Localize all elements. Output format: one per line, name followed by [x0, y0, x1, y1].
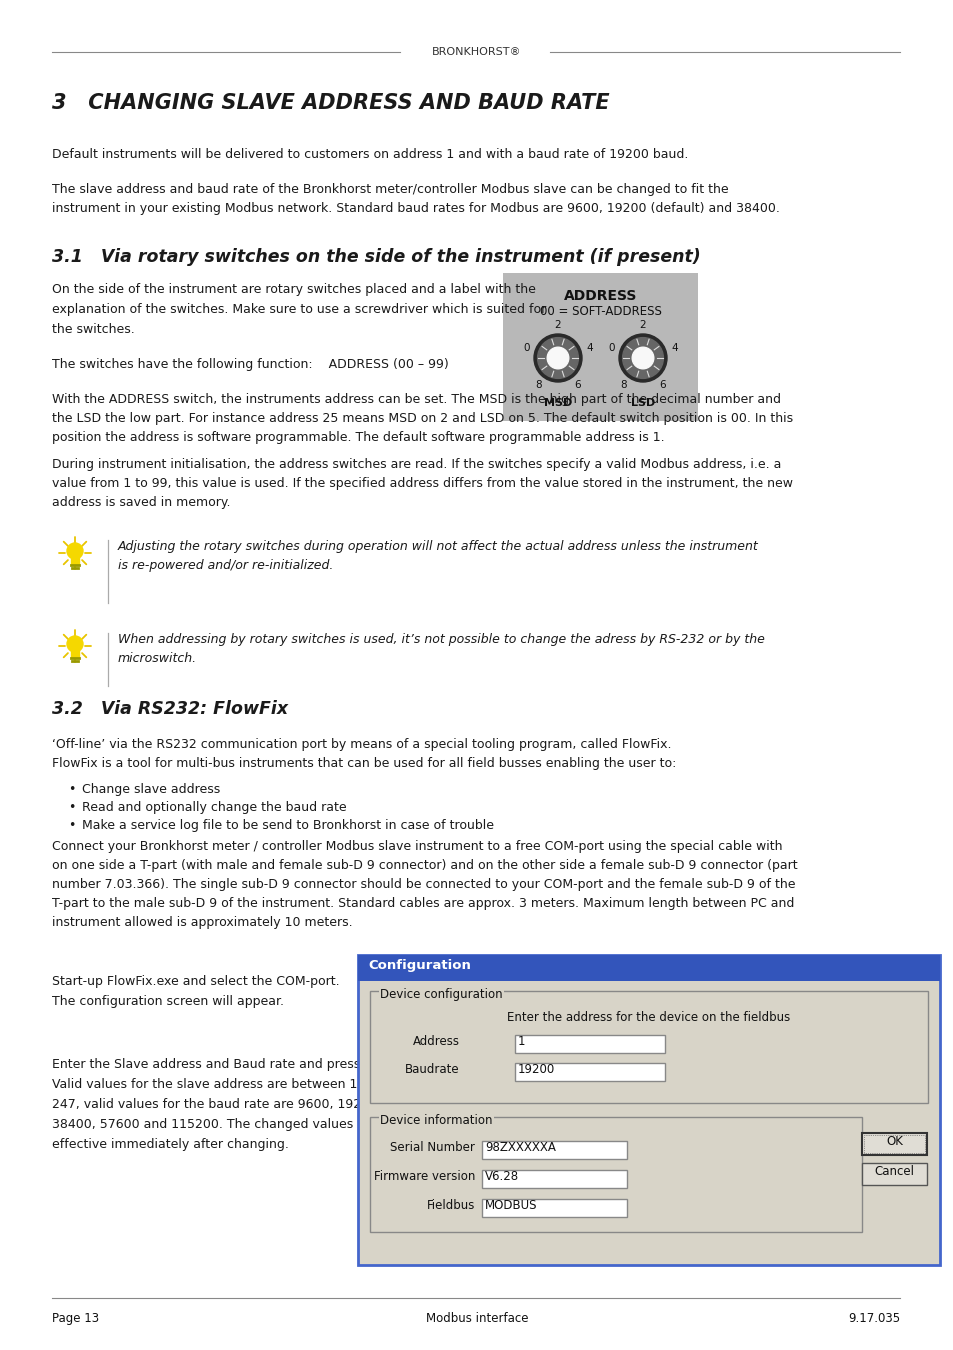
Text: Connect your Bronkhorst meter / controller Modbus slave instrument to a free COM: Connect your Bronkhorst meter / controll…: [52, 840, 797, 929]
Circle shape: [622, 338, 662, 378]
Text: Device configuration: Device configuration: [379, 988, 502, 1000]
Text: LSD: LSD: [630, 398, 655, 408]
Text: When addressing by rotary switches is used, it’s not possible to change the adre: When addressing by rotary switches is us…: [118, 633, 764, 666]
Text: 9.17.035: 9.17.035: [847, 1312, 899, 1324]
Text: 19200: 19200: [517, 1062, 555, 1076]
Text: 0: 0: [523, 343, 529, 352]
Text: Make a service log file to be send to Bronkhorst in case of trouble: Make a service log file to be send to Br…: [82, 819, 494, 832]
Text: Configuration: Configuration: [368, 958, 471, 972]
Text: 3.2   Via RS232: FlowFix: 3.2 Via RS232: FlowFix: [52, 701, 288, 718]
FancyBboxPatch shape: [370, 991, 927, 1103]
Text: 2: 2: [554, 320, 560, 329]
Text: MSD: MSD: [543, 398, 572, 408]
Circle shape: [537, 338, 578, 378]
Text: •: •: [68, 819, 75, 832]
Text: 3.1   Via rotary switches on the side of the instrument (if present): 3.1 Via rotary switches on the side of t…: [52, 248, 700, 266]
FancyBboxPatch shape: [862, 1162, 926, 1185]
FancyBboxPatch shape: [370, 1116, 862, 1233]
Text: Page 13: Page 13: [52, 1312, 99, 1324]
Text: The switches have the following function:    ADDRESS (00 – 99): The switches have the following function…: [52, 358, 448, 371]
Text: •: •: [68, 801, 75, 814]
Text: 3   CHANGING SLAVE ADDRESS AND BAUD RATE: 3 CHANGING SLAVE ADDRESS AND BAUD RATE: [52, 93, 609, 113]
FancyBboxPatch shape: [515, 1035, 664, 1053]
Text: Enter the address for the device on the fieldbus: Enter the address for the device on the …: [507, 1011, 790, 1025]
Text: ‘Off-line’ via the RS232 communication port by means of a special tooling progra: ‘Off-line’ via the RS232 communication p…: [52, 738, 676, 769]
Text: 2: 2: [639, 320, 645, 329]
Text: •: •: [68, 783, 75, 796]
Text: Serial Number: Serial Number: [390, 1141, 475, 1154]
Circle shape: [67, 636, 83, 652]
Circle shape: [534, 333, 581, 382]
Text: Start-up FlowFix.exe and select the COM-port.
The configuration screen will appe: Start-up FlowFix.exe and select the COM-…: [52, 975, 339, 1008]
Text: V6.28: V6.28: [484, 1170, 518, 1183]
Text: During instrument initialisation, the address switches are read. If the switches: During instrument initialisation, the ad…: [52, 458, 792, 509]
Text: Cancel: Cancel: [874, 1165, 914, 1179]
Text: 6: 6: [574, 379, 580, 390]
Text: 0: 0: [608, 343, 615, 352]
FancyBboxPatch shape: [502, 273, 698, 421]
Text: 8: 8: [535, 379, 541, 390]
Bar: [71, 649, 79, 657]
Text: OK: OK: [885, 1135, 902, 1148]
Text: The slave address and baud rate of the Bronkhorst meter/controller Modbus slave : The slave address and baud rate of the B…: [52, 184, 779, 215]
FancyBboxPatch shape: [481, 1199, 626, 1216]
FancyBboxPatch shape: [481, 1141, 626, 1160]
Text: 6: 6: [659, 379, 665, 390]
Text: Address: Address: [413, 1035, 459, 1048]
Bar: [71, 558, 79, 566]
FancyBboxPatch shape: [357, 954, 939, 1265]
Text: 00 = SOFT-ADDRESS: 00 = SOFT-ADDRESS: [539, 305, 660, 319]
FancyBboxPatch shape: [481, 1170, 626, 1188]
Text: BRONKHORST®: BRONKHORST®: [432, 47, 521, 57]
Text: Read and optionally change the baud rate: Read and optionally change the baud rate: [82, 801, 346, 814]
Circle shape: [547, 347, 568, 369]
FancyBboxPatch shape: [515, 1062, 664, 1081]
Text: Device information: Device information: [379, 1114, 492, 1127]
Text: Enter the Slave address and Baud rate and press [OK].
Valid values for the slave: Enter the Slave address and Baud rate an…: [52, 1058, 397, 1152]
Text: MODBUS: MODBUS: [484, 1199, 537, 1212]
Text: Default instruments will be delivered to customers on address 1 and with a baud : Default instruments will be delivered to…: [52, 148, 688, 161]
Circle shape: [67, 543, 83, 559]
Text: Firmware version: Firmware version: [374, 1170, 475, 1183]
Text: On the side of the instrument are rotary switches placed and a label with the
ex: On the side of the instrument are rotary…: [52, 284, 546, 336]
FancyBboxPatch shape: [862, 1133, 926, 1156]
Text: Fieldbus: Fieldbus: [426, 1199, 475, 1212]
Text: Change slave address: Change slave address: [82, 783, 220, 796]
Text: 1: 1: [517, 1035, 525, 1048]
Text: ADDRESS: ADDRESS: [563, 289, 637, 302]
Circle shape: [618, 333, 666, 382]
Text: 4: 4: [670, 343, 677, 352]
Text: Modbus interface: Modbus interface: [425, 1312, 528, 1324]
FancyBboxPatch shape: [357, 954, 939, 981]
Text: 4: 4: [585, 343, 592, 352]
Text: With the ADDRESS switch, the instruments address can be set. The MSD is the high: With the ADDRESS switch, the instruments…: [52, 393, 792, 444]
Text: Baudrate: Baudrate: [405, 1062, 459, 1076]
Text: Adjusting the rotary switches during operation will not affect the actual addres: Adjusting the rotary switches during ope…: [118, 540, 758, 572]
Text: 98ZXXXXXA: 98ZXXXXXA: [484, 1141, 556, 1154]
Circle shape: [632, 347, 653, 369]
Text: 8: 8: [619, 379, 626, 390]
